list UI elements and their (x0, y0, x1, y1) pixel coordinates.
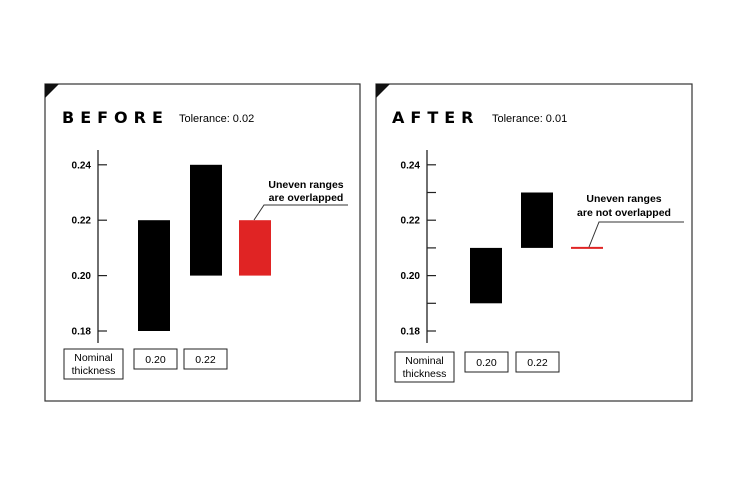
annotation-line-1: Uneven ranges (268, 179, 343, 191)
category-label: 0.22 (195, 354, 216, 366)
category-label-line: Nominal (405, 355, 444, 367)
y-tick-label: 0.22 (401, 216, 421, 227)
range-bar (138, 220, 170, 331)
category-label-line: Nominal (74, 352, 113, 364)
range-bar (521, 192, 553, 248)
tolerance-label: Tolerance: 0.02 (179, 113, 254, 125)
panel-title: BEFORE (62, 108, 169, 127)
annotation-leader (588, 221, 684, 248)
y-tick-label: 0.24 (401, 160, 421, 171)
category-label: 0.20 (476, 357, 497, 369)
category-label: 0.22 (527, 357, 548, 369)
corner-triangle (45, 84, 59, 98)
panel-before: BEFORE Tolerance: 0.02 0.18 0.20 0.22 0.24 Une… (44, 83, 361, 402)
panel-after: AFTER Tolerance: 0.01 0.18 0.20 0.22 0.24 Unev… (375, 83, 693, 402)
category-box (515, 351, 560, 373)
category-box (133, 348, 178, 370)
y-tick-label: 0.22 (72, 216, 92, 227)
category-box (464, 351, 509, 373)
category-box (394, 351, 455, 383)
panel-title: AFTER (392, 108, 479, 127)
tolerance-label: Tolerance: 0.01 (492, 113, 567, 125)
y-tick-label: 0.18 (72, 327, 92, 338)
annotation-line-2: are overlapped (269, 192, 344, 204)
category-label: 0.20 (145, 354, 166, 366)
category-box (63, 348, 124, 380)
y-tick-label: 0.20 (72, 271, 92, 282)
category-label-line: thickness (403, 368, 447, 380)
y-tick-label: 0.20 (401, 271, 421, 282)
annotation-line-2: are not overlapped (577, 207, 671, 219)
category-label-line: thickness (72, 365, 116, 377)
y-tick-label: 0.18 (401, 327, 421, 338)
y-tick-label: 0.24 (72, 160, 92, 171)
annotation-leader (253, 204, 348, 221)
annotation-line-1: Uneven ranges (586, 193, 661, 205)
range-bar (470, 247, 502, 304)
corner-triangle (376, 84, 390, 98)
range-bar (239, 220, 271, 276)
range-bar (190, 164, 222, 276)
category-box (183, 348, 228, 370)
